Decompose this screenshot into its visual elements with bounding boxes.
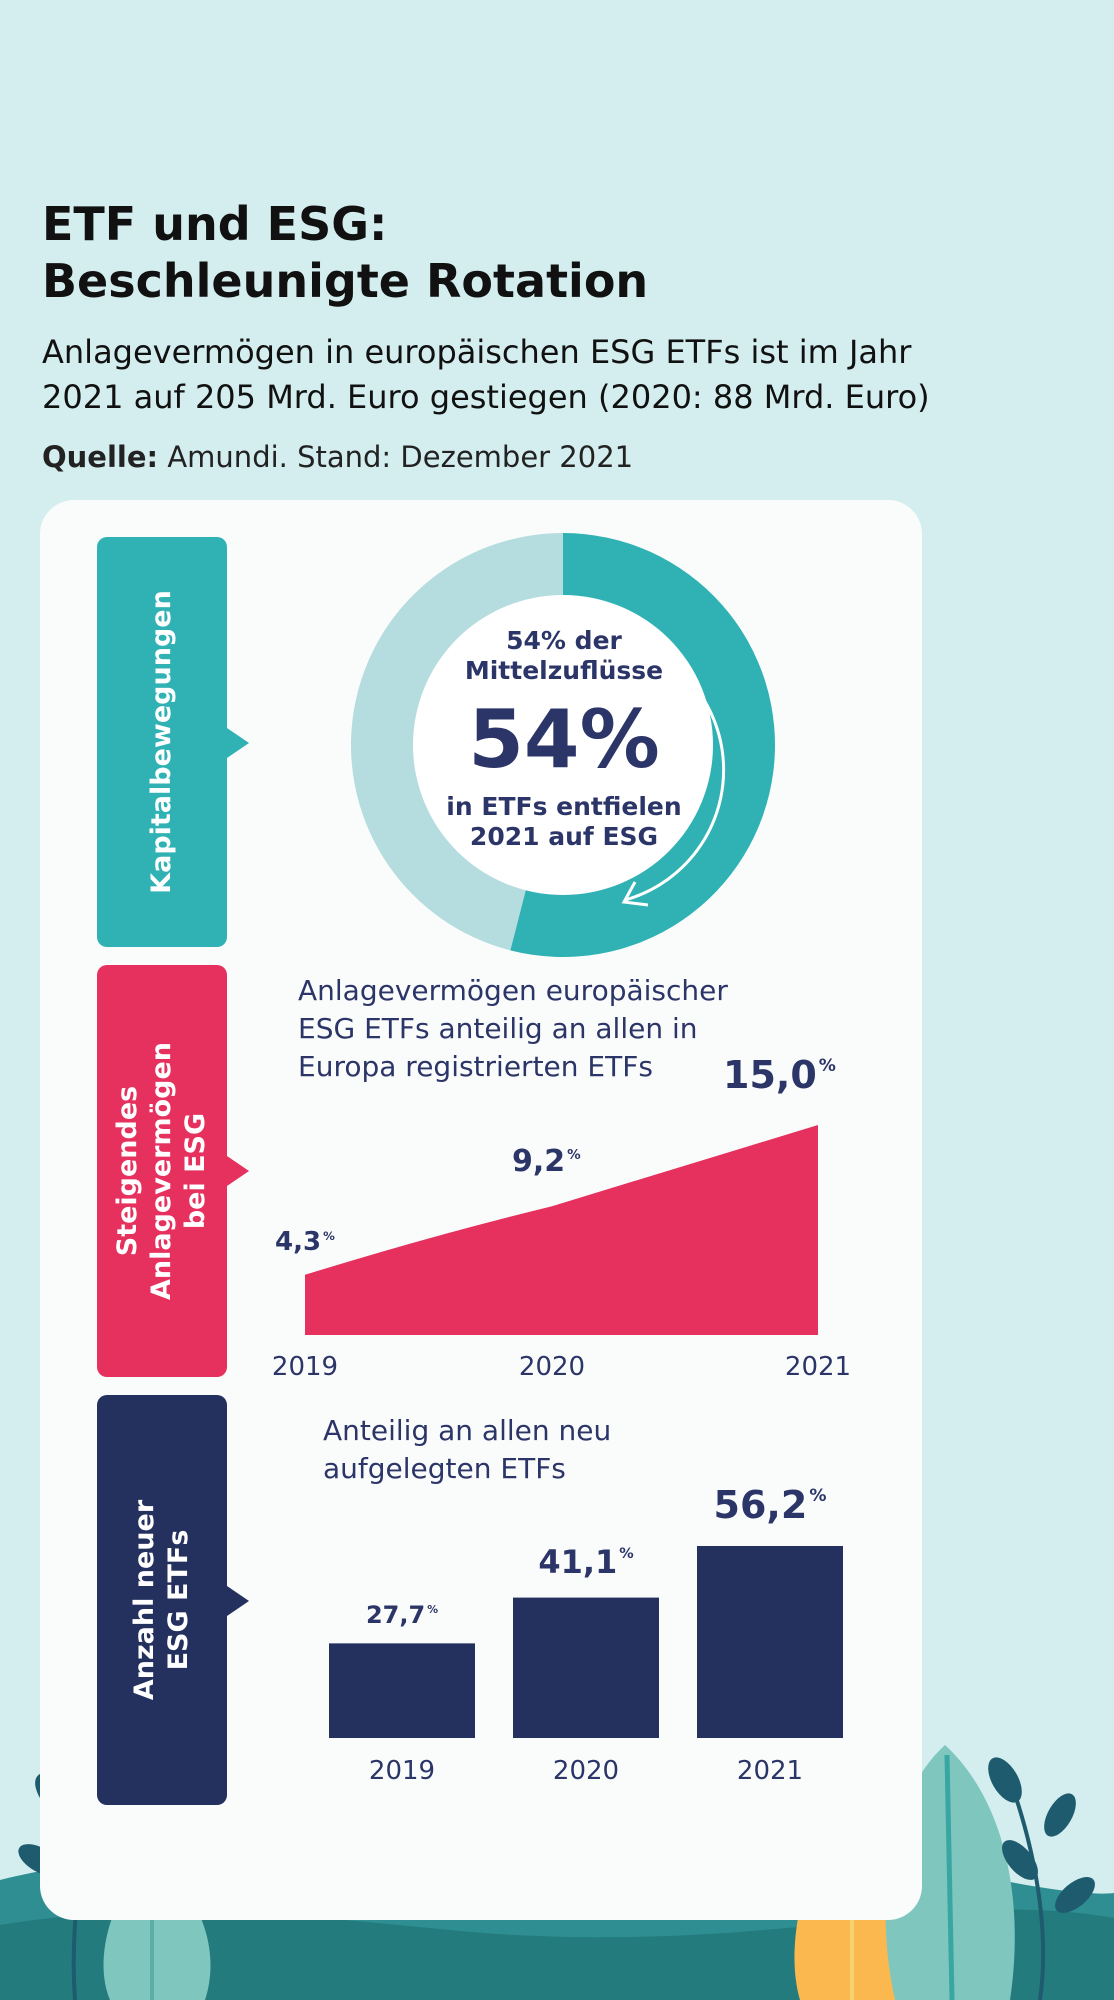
donut-big-value: 54% <box>468 693 660 786</box>
donut-top-text: 54% der Mittelzuflüsse <box>414 626 714 686</box>
tab-label-new-etfs: Anzahl neuer ESG ETFs <box>128 1500 196 1700</box>
bar-head-line-1: Anteilig an allen neu <box>323 1414 612 1447</box>
subtitle-line-2: 2021 auf 205 Mrd. Euro gestiegen (2020: … <box>42 378 930 416</box>
area-x-tick-2021: 2021 <box>784 1352 852 1382</box>
source-label: Quelle: <box>42 440 159 474</box>
tab-anzahl-neuer-esg-etfs: Anzahl neuer ESG ETFs <box>97 1395 227 1805</box>
area-head-line-3: Europa registrierten ETFs <box>298 1050 653 1083</box>
title-line-1: ETF und ESG: <box>42 197 388 251</box>
area-value-label-2021: 15,0% <box>723 1053 836 1097</box>
tab-new-line-2: ESG ETFs <box>163 1529 194 1671</box>
tab-assets-line-2: Anlagevermögen <box>146 1041 177 1301</box>
tab-notch-navy <box>227 1586 249 1616</box>
area-value-label-2019: 4,3% <box>275 1226 335 1257</box>
donut-bottom-line-2: 2021 auf ESG <box>469 822 659 851</box>
area-x-tick-2020: 2020 <box>518 1352 586 1382</box>
tab-new-line-1: Anzahl neuer <box>129 1499 160 1701</box>
title-line-2: Beschleunigte Rotation <box>42 254 649 308</box>
tab-label-assets: Steigendes Anlagevermögen bei ESG <box>111 1042 213 1300</box>
bar-value-label-2020: 41,1% <box>538 1543 634 1582</box>
bar-x-tick-2020: 2020 <box>552 1756 620 1786</box>
tab-label-capital: Kapitalbewegungen <box>146 590 177 894</box>
area-x-tick-2019: 2019 <box>271 1352 339 1382</box>
area-chart-heading: Anlagevermögen europäischer ESG ETFs ant… <box>298 972 728 1086</box>
bar-value-label-2021: 56,2% <box>713 1482 827 1527</box>
bar-x-tick-2019: 2019 <box>368 1756 436 1786</box>
area-head-line-2: ESG ETFs anteilig an allen in <box>298 1012 698 1045</box>
bar-value-label-2019: 27,7% <box>365 1600 439 1629</box>
page-title: ETF und ESG: Beschleunigte Rotation <box>42 196 648 310</box>
bar-head-line-2: aufgelegten ETFs <box>323 1452 566 1485</box>
tab-kapitalbewegungen: Kapitalbewegungen <box>97 537 227 947</box>
tab-notch-red <box>227 1156 249 1186</box>
area-value-label-2020: 9,2% <box>512 1144 581 1180</box>
tab-steigendes-anlagevermoegen: Steigendes Anlagevermögen bei ESG <box>97 965 227 1377</box>
donut-top-line-2: Mittelzuflüsse <box>464 656 664 685</box>
donut-top-line-1: 54% der <box>506 626 622 655</box>
bar-x-tick-2021: 2021 <box>736 1756 804 1786</box>
bar-chart-heading: Anteilig an allen neu aufgelegten ETFs <box>323 1412 611 1488</box>
area-head-line-1: Anlagevermögen europäischer <box>298 974 728 1007</box>
tab-notch-teal <box>227 728 249 758</box>
source-text: Amundi. Stand: Dezember 2021 <box>158 440 634 474</box>
tab-assets-line-3: bei ESG <box>180 1112 211 1230</box>
donut-bottom-text: in ETFs entfielen 2021 auf ESG <box>414 792 714 852</box>
tab-assets-line-1: Steigendes <box>112 1085 143 1257</box>
source-note: Quelle: Amundi. Stand: Dezember 2021 <box>42 440 633 474</box>
donut-bottom-line-1: in ETFs entfielen <box>446 792 682 821</box>
subtitle-line-1: Anlagevermögen in europäischen ESG ETFs … <box>42 333 912 371</box>
page-subtitle: Anlagevermögen in europäischen ESG ETFs … <box>42 330 1082 420</box>
